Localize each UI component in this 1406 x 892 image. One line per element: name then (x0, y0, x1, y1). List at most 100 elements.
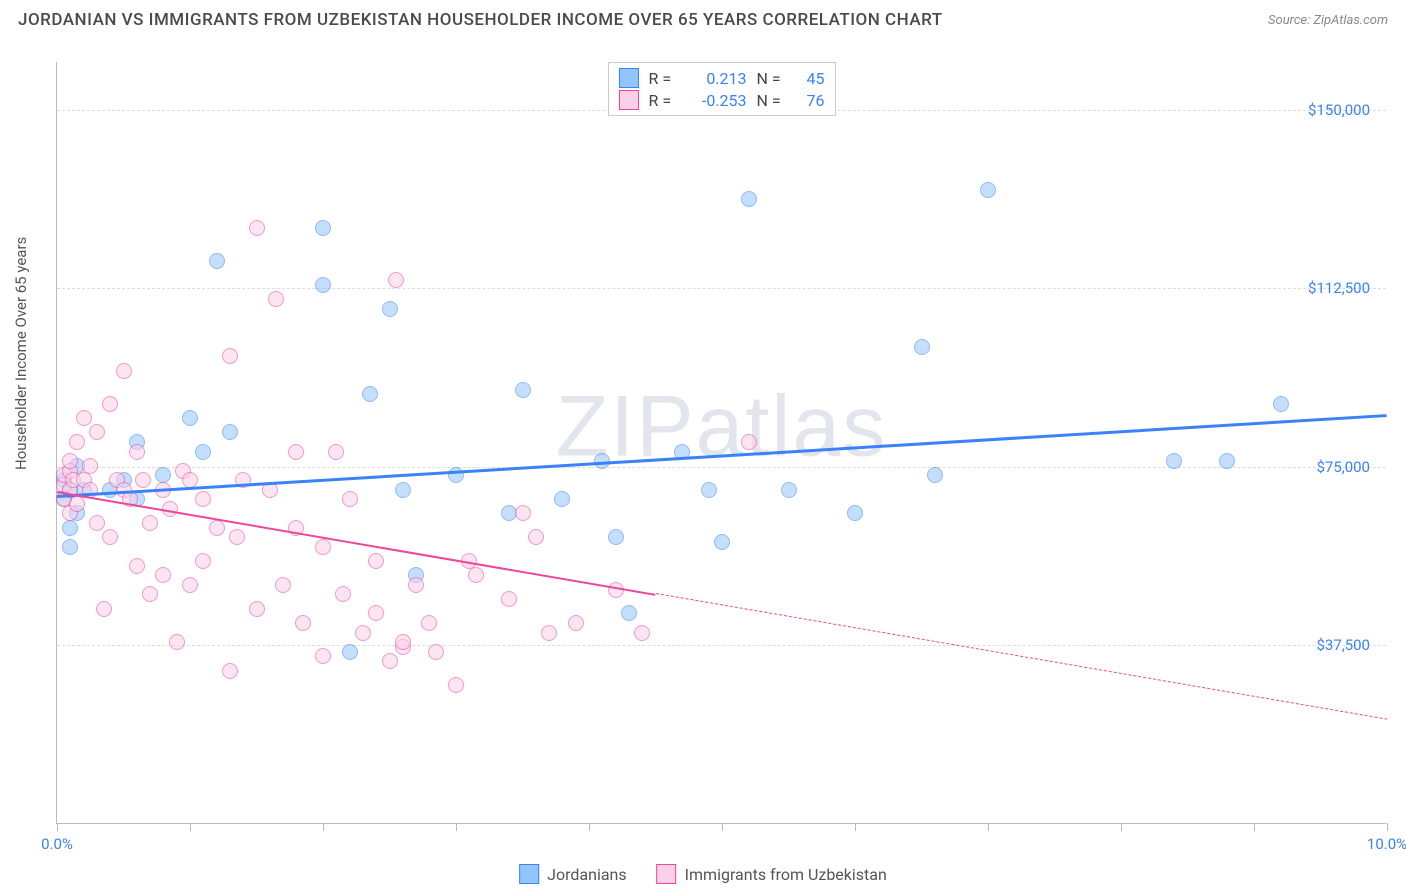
data-point (135, 472, 151, 488)
data-point (515, 382, 531, 398)
data-point (741, 191, 757, 207)
data-point (342, 644, 358, 660)
legend-swatch-1 (619, 68, 639, 88)
data-point (368, 605, 384, 621)
data-point (515, 505, 531, 521)
data-point (368, 553, 384, 569)
y-axis-label: Householder Income Over 65 years (12, 237, 30, 470)
y-tick-label: $150,000 (1308, 101, 1370, 119)
data-point (209, 253, 225, 269)
data-point (102, 529, 118, 545)
data-point (315, 648, 331, 664)
n-label: N = (757, 69, 785, 88)
data-point (428, 644, 444, 660)
chart-plot-area: ZIPatlas R = 0.213 N = 45 R = -0.253 N =… (56, 62, 1386, 824)
gridline (57, 467, 1386, 468)
x-tick (589, 823, 590, 831)
x-tick (988, 823, 989, 831)
data-point (395, 634, 411, 650)
data-point (69, 496, 85, 512)
data-point (501, 591, 517, 607)
data-point (268, 291, 284, 307)
data-point (421, 615, 437, 631)
data-point (142, 586, 158, 602)
data-point (76, 410, 92, 426)
gridline (57, 288, 1386, 289)
data-point (295, 615, 311, 631)
data-point (315, 277, 331, 293)
data-point (382, 301, 398, 317)
data-point (1166, 453, 1182, 469)
x-tick (323, 823, 324, 831)
data-point (714, 534, 730, 550)
data-point (395, 482, 411, 498)
legend-label-2: Immigrants from Uzbekistan (685, 865, 887, 884)
data-point (155, 567, 171, 583)
data-point (62, 520, 78, 536)
correlation-legend: R = 0.213 N = 45 R = -0.253 N = 76 (608, 62, 836, 116)
data-point (129, 444, 145, 460)
data-point (195, 444, 211, 460)
data-point (927, 467, 943, 483)
y-tick-label: $75,000 (1316, 458, 1370, 476)
x-tick (57, 823, 58, 831)
data-point (382, 653, 398, 669)
source-name: ZipAtlas.com (1313, 13, 1388, 28)
y-tick-label: $37,500 (1316, 636, 1370, 654)
data-point (116, 363, 132, 379)
data-point (96, 601, 112, 617)
x-tick-label: 0.0% (41, 835, 73, 853)
data-point (182, 577, 198, 593)
r-value-1: 0.213 (687, 69, 747, 88)
data-point (568, 615, 584, 631)
data-point (847, 505, 863, 521)
data-point (1273, 396, 1289, 412)
x-tick (1387, 823, 1388, 831)
r-label: R = (649, 69, 677, 88)
legend-swatch-2 (619, 90, 639, 110)
data-point (142, 515, 158, 531)
legend-row-series-1: R = 0.213 N = 45 (619, 67, 825, 89)
series-legend: Jordanians Immigrants from Uzbekistan (519, 864, 887, 884)
data-point (222, 663, 238, 679)
data-point (634, 625, 650, 641)
data-point (275, 577, 291, 593)
data-point (222, 348, 238, 364)
x-tick (722, 823, 723, 831)
data-point (541, 625, 557, 641)
data-point (1219, 453, 1235, 469)
y-tick-label: $112,500 (1308, 279, 1370, 297)
data-point (408, 577, 424, 593)
x-tick-label: 10.0% (1367, 835, 1406, 853)
x-tick (855, 823, 856, 831)
legend-item-1: Jordanians (519, 864, 626, 884)
title-bar: JORDANIAN VS IMMIGRANTS FROM UZBEKISTAN … (0, 0, 1406, 36)
data-point (69, 434, 85, 450)
legend-item-2: Immigrants from Uzbekistan (657, 864, 887, 884)
legend-swatch-2b (657, 864, 677, 884)
n-value-2: 76 (795, 91, 825, 110)
data-point (129, 558, 145, 574)
data-point (355, 625, 371, 641)
chart-container: JORDANIAN VS IMMIGRANTS FROM UZBEKISTAN … (0, 0, 1406, 892)
data-point (781, 482, 797, 498)
data-point (335, 586, 351, 602)
data-point (328, 444, 344, 460)
data-point (528, 529, 544, 545)
data-point (388, 272, 404, 288)
data-point (249, 220, 265, 236)
legend-row-series-2: R = -0.253 N = 76 (619, 89, 825, 111)
r-label: R = (649, 91, 677, 110)
data-point (621, 605, 637, 621)
data-point (914, 339, 930, 355)
data-point (741, 434, 757, 450)
data-point (315, 539, 331, 555)
data-point (342, 491, 358, 507)
data-point (701, 482, 717, 498)
chart-title: JORDANIAN VS IMMIGRANTS FROM UZBEKISTAN … (18, 10, 943, 30)
source-attribution: Source: ZipAtlas.com (1268, 13, 1388, 28)
x-tick (1121, 823, 1122, 831)
data-point (222, 424, 238, 440)
data-point (362, 386, 378, 402)
source-prefix: Source: (1268, 13, 1313, 28)
